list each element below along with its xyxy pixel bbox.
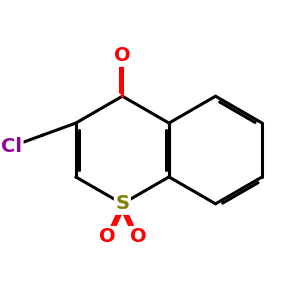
Text: Cl: Cl <box>1 137 22 156</box>
Text: O: O <box>99 227 115 247</box>
Text: O: O <box>114 46 131 65</box>
Text: S: S <box>116 194 129 213</box>
Text: O: O <box>130 227 146 247</box>
